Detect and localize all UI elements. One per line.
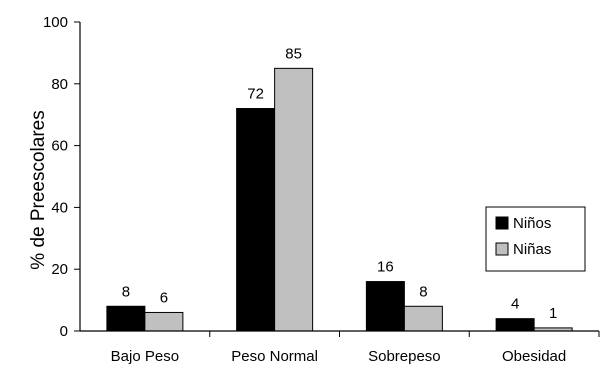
legend-box	[485, 206, 586, 272]
data-label: 85	[285, 45, 302, 62]
legend: Niños Niñas	[485, 206, 586, 272]
legend-swatch-ninas	[495, 242, 509, 256]
bar-obesidad-ninos	[495, 318, 535, 332]
bars-layer	[106, 67, 573, 332]
bar-sobrepeso-ninos	[365, 281, 405, 332]
data-label: 6	[160, 289, 168, 306]
x-tick-label: Bajo Peso	[111, 348, 179, 365]
x-tick-label: Peso Normal	[231, 348, 318, 365]
legend-label-ninos: Niños	[513, 215, 551, 232]
legend-label-ninas: Niñas	[513, 241, 551, 258]
bar-sobrepeso-ninas	[403, 305, 443, 332]
y-tick-label: 20	[51, 261, 68, 278]
x-tick-label: Obesidad	[502, 348, 566, 365]
axes-layer: 0 20 40 60 80 100	[43, 14, 600, 340]
data-label: 4	[511, 296, 519, 313]
y-tick-label: 80	[51, 76, 68, 93]
data-label: 8	[419, 283, 427, 300]
y-tick-label: 0	[60, 323, 68, 340]
data-label: 16	[377, 259, 394, 276]
bar-peso-normal-ninos	[236, 108, 276, 332]
x-tick-label: Sobrepeso	[368, 348, 441, 365]
bar-peso-normal-ninas	[274, 67, 314, 332]
bar-bajo-peso-ninos	[106, 305, 146, 332]
y-tick-label: 40	[51, 199, 68, 216]
y-tick-label: 100	[43, 14, 68, 31]
data-label: 72	[247, 86, 264, 103]
data-label: 8	[122, 283, 130, 300]
labels-layer: 8 6 Bajo Peso 72 85 Peso Normal 16 8 Sobrepeso 4 1…	[111, 45, 567, 365]
legend-swatch-ninos	[495, 216, 509, 230]
bar-bajo-peso-ninas	[144, 311, 184, 332]
y-axis-title: % de Preescolares	[28, 110, 49, 269]
y-tick-label: 60	[51, 138, 68, 155]
data-label: 1	[549, 305, 557, 322]
